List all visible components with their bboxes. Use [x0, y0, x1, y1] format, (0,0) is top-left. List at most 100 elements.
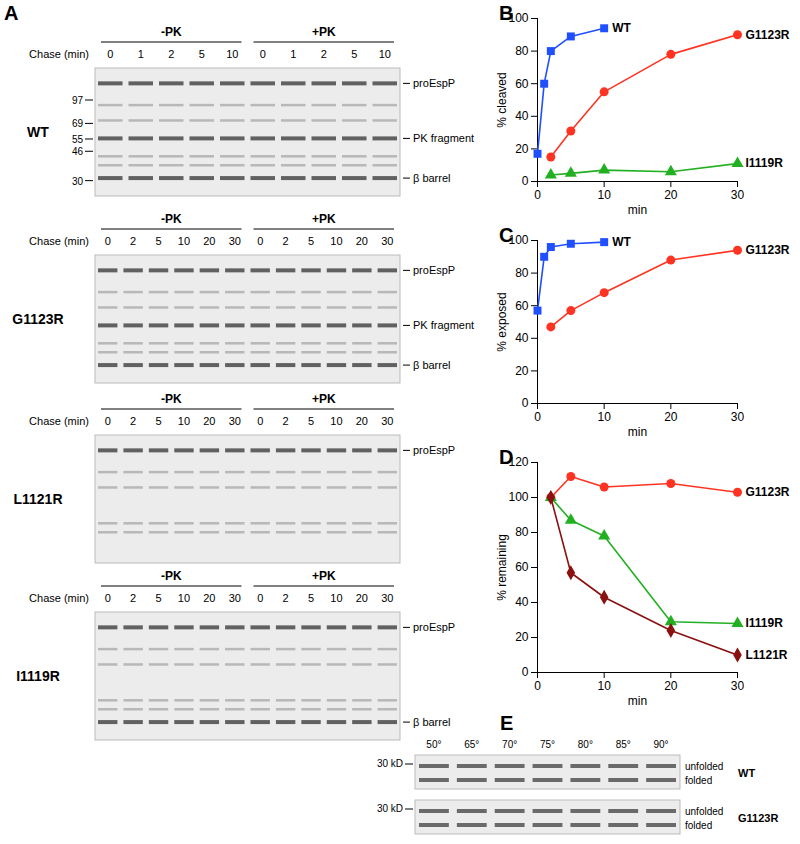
svg-text:20: 20 — [356, 235, 368, 247]
svg-text:50°: 50° — [426, 739, 441, 750]
svg-text:Chase (min): Chase (min) — [29, 48, 89, 60]
svg-text:65°: 65° — [464, 739, 479, 750]
svg-text:1: 1 — [290, 48, 296, 60]
svg-text:G1123R: G1123R — [746, 28, 790, 42]
svg-text:0: 0 — [257, 235, 263, 247]
svg-text:1: 1 — [138, 48, 144, 60]
svg-text:80: 80 — [515, 44, 529, 58]
svg-text:40: 40 — [515, 331, 529, 345]
svg-text:10: 10 — [178, 235, 190, 247]
svg-text:0: 0 — [534, 410, 541, 424]
svg-text:0: 0 — [105, 415, 111, 427]
svg-text:60: 60 — [515, 77, 529, 91]
svg-text:30: 30 — [731, 410, 745, 424]
svg-text:20: 20 — [515, 142, 529, 156]
svg-text:30 kD: 30 kD — [377, 803, 403, 814]
svg-text:20: 20 — [664, 188, 678, 202]
svg-text:10: 10 — [178, 415, 190, 427]
svg-text:% exposed: % exposed — [495, 292, 509, 351]
svg-text:30: 30 — [381, 235, 393, 247]
svg-text:85°: 85° — [616, 739, 631, 750]
svg-text:30: 30 — [229, 415, 241, 427]
svg-text:folded: folded — [685, 820, 712, 831]
svg-text:5: 5 — [308, 592, 314, 604]
svg-text:30: 30 — [381, 592, 393, 604]
svg-text:75°: 75° — [540, 739, 555, 750]
svg-text:20: 20 — [515, 364, 529, 378]
svg-text:40: 40 — [515, 595, 529, 609]
svg-text:+PK: +PK — [312, 569, 336, 583]
svg-text:0: 0 — [105, 592, 111, 604]
svg-text:40: 40 — [515, 109, 529, 123]
svg-text:5: 5 — [155, 415, 161, 427]
svg-text:G1123R: G1123R — [746, 485, 790, 499]
svg-text:0: 0 — [522, 396, 529, 410]
svg-text:folded: folded — [685, 775, 712, 786]
svg-text:55: 55 — [72, 134, 84, 145]
svg-text:46: 46 — [72, 146, 84, 157]
svg-text:0: 0 — [534, 188, 541, 202]
svg-text:80°: 80° — [578, 739, 593, 750]
svg-text:10: 10 — [597, 679, 611, 693]
svg-text:β barrel: β barrel — [413, 359, 451, 371]
svg-text:0: 0 — [522, 665, 529, 679]
svg-text:-PK: -PK — [161, 569, 182, 583]
svg-text:20: 20 — [203, 235, 215, 247]
svg-text:+PK: +PK — [312, 212, 336, 226]
svg-text:0: 0 — [105, 235, 111, 247]
svg-text:proEspP: proEspP — [413, 77, 455, 89]
svg-text:2: 2 — [321, 48, 327, 60]
svg-text:proEspP: proEspP — [413, 621, 455, 633]
svg-text:10: 10 — [226, 48, 238, 60]
svg-text:20: 20 — [203, 592, 215, 604]
svg-text:0: 0 — [107, 48, 113, 60]
svg-text:0: 0 — [257, 415, 263, 427]
svg-text:5: 5 — [155, 235, 161, 247]
svg-text:10: 10 — [597, 410, 611, 424]
svg-text:I1119R: I1119R — [746, 616, 784, 630]
svg-text:G1123R: G1123R — [746, 243, 790, 257]
svg-text:+PK: +PK — [312, 392, 336, 406]
svg-text:10: 10 — [597, 188, 611, 202]
svg-text:WT: WT — [612, 235, 631, 249]
svg-text:I1119R: I1119R — [16, 668, 60, 684]
svg-text:80: 80 — [515, 266, 529, 280]
svg-text:60: 60 — [515, 299, 529, 313]
svg-text:β barrel: β barrel — [413, 716, 451, 728]
svg-text:β barrel: β barrel — [413, 172, 451, 184]
svg-text:20: 20 — [515, 630, 529, 644]
svg-text:L1121R: L1121R — [746, 648, 788, 662]
svg-text:20: 20 — [356, 592, 368, 604]
svg-text:WT: WT — [27, 124, 49, 140]
svg-text:2: 2 — [283, 592, 289, 604]
svg-text:30: 30 — [731, 188, 745, 202]
svg-text:90°: 90° — [654, 739, 669, 750]
svg-text:0: 0 — [534, 679, 541, 693]
svg-text:G1123R: G1123R — [12, 311, 63, 327]
svg-text:5: 5 — [199, 48, 205, 60]
svg-text:min: min — [628, 203, 647, 217]
svg-text:5: 5 — [155, 592, 161, 604]
svg-text:unfolded: unfolded — [685, 761, 723, 772]
svg-text:2: 2 — [168, 48, 174, 60]
svg-text:-PK: -PK — [161, 212, 182, 226]
svg-text:60: 60 — [515, 560, 529, 574]
svg-text:PK fragment: PK fragment — [413, 132, 474, 144]
svg-text:70°: 70° — [502, 739, 517, 750]
svg-text:5: 5 — [308, 235, 314, 247]
svg-text:-PK: -PK — [161, 392, 182, 406]
svg-text:proEspP: proEspP — [413, 444, 455, 456]
svg-text:30 kD: 30 kD — [377, 758, 403, 769]
svg-text:20: 20 — [203, 415, 215, 427]
svg-text:2: 2 — [283, 415, 289, 427]
svg-text:L1121R: L1121R — [13, 491, 62, 507]
svg-text:97: 97 — [72, 95, 84, 106]
svg-text:10: 10 — [330, 415, 342, 427]
svg-text:G1123R: G1123R — [738, 812, 778, 824]
svg-text:2: 2 — [283, 235, 289, 247]
svg-text:0: 0 — [522, 174, 529, 188]
svg-text:Chase (min): Chase (min) — [29, 235, 89, 247]
svg-text:2: 2 — [130, 235, 136, 247]
svg-text:5: 5 — [308, 415, 314, 427]
svg-text:PK fragment: PK fragment — [413, 319, 474, 331]
